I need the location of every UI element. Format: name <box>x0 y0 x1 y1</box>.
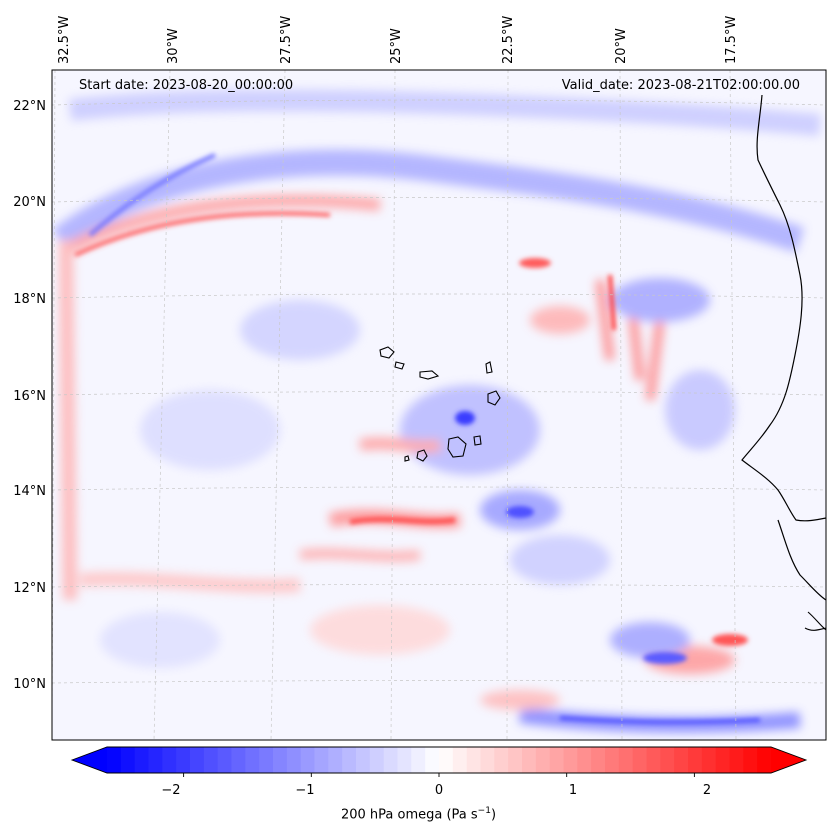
lat-label: 16°N <box>13 389 46 404</box>
colorbar-cell <box>535 747 551 773</box>
colorbar-label: 200 hPa omega (Pa s−1) <box>0 806 837 822</box>
colorbar-cell <box>674 747 689 773</box>
colorbar-ticks <box>183 773 695 777</box>
colorbar-cell <box>618 747 634 773</box>
colorbar-cell <box>563 747 578 773</box>
colorbar-tick-label: −1 <box>295 783 314 798</box>
colorbar-label-main: 200 hPa omega (Pa s <box>340 807 478 823</box>
colorbar-cell <box>286 747 302 773</box>
colorbar-tick-label: 0 <box>435 783 443 798</box>
lat-label: 20°N <box>13 195 46 210</box>
colorbar-label-end: ) <box>490 807 497 823</box>
colorbar-cell <box>162 747 177 773</box>
colorbar-cell <box>743 747 758 773</box>
colorbar-cells <box>107 747 772 773</box>
colorbar-outline <box>70 746 808 774</box>
colorbar-cell <box>577 747 592 773</box>
colorbar-cell <box>273 747 288 773</box>
colorbar-cell <box>729 747 744 773</box>
colorbar-cell <box>439 747 454 773</box>
colorbar-cell <box>591 747 606 773</box>
colorbar-cell <box>217 747 233 773</box>
guinea-coastline <box>777 519 827 601</box>
start-date-label: Start date: 2023-08-20_00:00:00 <box>79 78 294 93</box>
colorbar-cell <box>300 747 316 773</box>
lon-label: 25°W <box>389 28 404 64</box>
colorbar-cell <box>356 747 371 773</box>
colorbar-cell <box>176 747 191 773</box>
colorbar-cell <box>342 747 357 773</box>
colorbar-cell <box>605 747 620 773</box>
lat-label: 14°N <box>13 484 46 499</box>
colorbar-tick-label: −2 <box>161 783 180 798</box>
colorbar-cell <box>134 747 150 773</box>
lon-label: 17.5°W <box>724 16 739 64</box>
colorbar-label-sup: −1 <box>477 806 491 816</box>
colorbar-cell <box>688 747 703 773</box>
colorbar-cell <box>425 747 440 773</box>
colorbar-cell <box>494 747 509 773</box>
colorbar-cell <box>715 747 731 773</box>
lat-label: 22°N <box>13 99 46 114</box>
colorbar-cell <box>549 747 565 773</box>
cape-verde-islands <box>379 346 501 462</box>
colorbar-tick-label: 2 <box>703 783 711 798</box>
colorbar-cell <box>397 747 412 773</box>
valid-date-label: Valid_date: 2023-08-21T02:00:00.00 <box>561 78 800 93</box>
lon-label: 32.5°W <box>57 16 72 64</box>
bijagos-coast <box>804 611 827 631</box>
colorbar-cell <box>522 747 537 773</box>
colorbar-cell <box>120 747 136 773</box>
colorbar-low-extension <box>72 747 107 773</box>
colorbar-cell <box>660 747 675 773</box>
colorbar-cell <box>148 747 163 773</box>
african-coastline <box>741 94 827 522</box>
colorbar-tick-label: 1 <box>569 783 577 798</box>
colorbar-cell <box>328 747 343 773</box>
lat-label: 12°N <box>13 581 46 596</box>
colorbar: −2 −1 0 1 2 <box>70 746 808 798</box>
colorbar-cell <box>231 747 246 773</box>
colorbar-cell <box>466 747 482 773</box>
lat-label: 10°N <box>13 677 46 692</box>
colorbar-high-extension <box>771 747 806 773</box>
colorbar-cell <box>383 747 399 773</box>
graticule <box>52 70 826 740</box>
longitude-labels: 32.5°W 30°W 27.5°W 25°W 22.5°W 20°W 17.5… <box>57 16 739 64</box>
colorbar-cell <box>411 747 426 773</box>
colorbar-cell <box>190 747 205 773</box>
latitude-labels: 22°N 20°N 18°N 16°N 14°N 12°N 10°N <box>13 99 46 692</box>
colorbar-cell <box>757 747 772 773</box>
map-frame <box>51 69 827 741</box>
colorbar-cell <box>107 747 122 773</box>
lon-label: 30°W <box>166 28 181 64</box>
omega-field <box>52 89 821 733</box>
colorbar-cell <box>259 747 274 773</box>
colorbar-cell <box>314 747 329 773</box>
colorbar-cell <box>245 747 260 773</box>
lat-label: 18°N <box>13 292 46 307</box>
colorbar-cell <box>203 747 219 773</box>
colorbar-cell <box>646 747 661 773</box>
colorbar-cell <box>369 747 385 773</box>
colorbar-cell <box>701 747 717 773</box>
colorbar-cell <box>632 747 648 773</box>
colorbar-cell <box>508 747 523 773</box>
lon-label: 22.5°W <box>501 16 516 64</box>
lon-label: 20°W <box>614 28 629 64</box>
colorbar-cell <box>452 747 468 773</box>
colorbar-cell <box>480 747 495 773</box>
lon-label: 27.5°W <box>279 16 294 64</box>
